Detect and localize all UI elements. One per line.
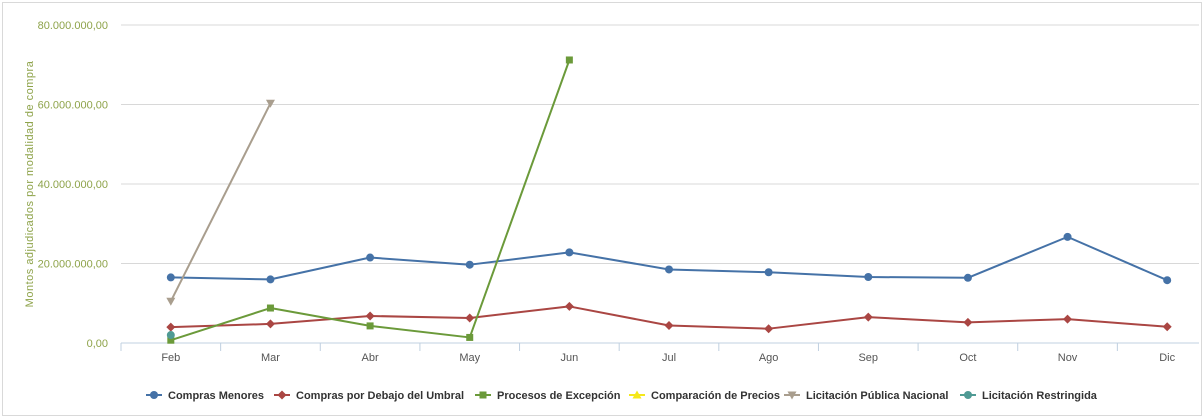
data-point[interactable] — [963, 317, 973, 327]
data-point[interactable] — [864, 273, 873, 282]
x-axis-tick-labels: Feb Mar Abr May Jun Jul Ago Sep Oct Nov Dic — [161, 352, 1175, 364]
legend-item[interactable]: Procesos de Excepción — [475, 390, 621, 402]
data-point[interactable] — [565, 56, 573, 64]
x-tick-label: May — [459, 352, 480, 364]
data-point[interactable] — [564, 301, 574, 311]
series-lines — [166, 56, 1172, 344]
data-point[interactable] — [266, 275, 275, 284]
data-point[interactable] — [166, 322, 176, 332]
legend-item[interactable]: Compras por Debajo del Umbral — [274, 390, 464, 402]
data-point[interactable] — [764, 324, 774, 334]
data-point[interactable] — [565, 248, 574, 257]
legend-marker[interactable] — [632, 390, 642, 399]
data-point[interactable] — [365, 311, 375, 321]
legend-label: Compras Menores — [168, 390, 264, 402]
data-point[interactable] — [764, 268, 773, 277]
data-point[interactable] — [166, 331, 175, 340]
x-tick-label: Ago — [759, 352, 779, 364]
x-tick-label: Jul — [662, 352, 676, 364]
legend-marker[interactable] — [787, 391, 797, 400]
data-point[interactable] — [366, 253, 375, 262]
y-tick-label: 60.000.000,00 — [38, 100, 108, 112]
legend-label: Compras por Debajo del Umbral — [296, 390, 464, 402]
data-point[interactable] — [465, 260, 474, 269]
legend-label: Licitación Pública Nacional — [806, 390, 948, 402]
data-point[interactable] — [166, 273, 175, 282]
legend-item[interactable]: Licitación Pública Nacional — [784, 390, 948, 402]
data-point[interactable] — [664, 321, 674, 331]
data-point[interactable] — [1063, 314, 1073, 324]
legend: Compras Menores Compras por Debajo del Um… — [146, 390, 1098, 402]
data-point[interactable] — [266, 304, 274, 312]
data-point[interactable] — [1162, 322, 1172, 332]
series-line — [170, 235, 1168, 282]
series-licitacion-publica-nacional — [166, 99, 275, 306]
data-point[interactable] — [465, 313, 475, 323]
series-compras-por-debajo-del-umbral — [166, 301, 1172, 334]
x-tick-label: Oct — [959, 352, 976, 364]
series-procesos-de-excepcion — [167, 56, 573, 344]
legend-label: Licitación Restringida — [982, 390, 1098, 402]
legend-item[interactable]: Compras Menores — [146, 390, 264, 402]
legend-item[interactable]: Licitación Restringida — [960, 390, 1098, 402]
x-tick-label: Mar — [261, 352, 280, 364]
data-point[interactable] — [167, 336, 175, 344]
x-tick-label: Nov — [1058, 352, 1078, 364]
series-licitacion-restringida — [166, 331, 175, 340]
series-line — [169, 102, 272, 302]
legend-marker[interactable] — [150, 391, 158, 399]
x-axis — [120, 342, 1199, 351]
y-axis-tick-labels: 0,00 20.000.000,00 40.000.000,00 60.000.000… — [38, 20, 108, 350]
legend-item[interactable]: Comparación de Precios — [629, 390, 780, 402]
legend-label: Comparación de Precios — [651, 390, 780, 402]
data-point[interactable] — [166, 297, 176, 306]
data-point[interactable] — [366, 322, 374, 330]
data-point[interactable] — [665, 265, 673, 274]
data-point[interactable] — [863, 312, 873, 322]
x-tick-label: Feb — [161, 352, 180, 364]
data-point[interactable] — [265, 319, 275, 329]
y-tick-label: 40.000.000,00 — [38, 179, 108, 191]
legend-marker[interactable] — [964, 391, 972, 399]
x-tick-label: Dic — [1159, 352, 1175, 364]
y-tick-label: 80.000.000,00 — [38, 20, 108, 32]
x-tick-label: Sep — [858, 352, 878, 364]
x-tick-label: Abr — [362, 352, 379, 364]
data-point[interactable] — [963, 273, 972, 282]
data-point[interactable] — [466, 333, 474, 341]
y-tick-label: 20.000.000,00 — [38, 259, 108, 271]
series-line — [170, 59, 571, 342]
y-axis-label: Montos adjudicados por modalidad de comp… — [24, 60, 36, 307]
y-tick-label: 0,00 — [87, 338, 108, 350]
legend-marker[interactable] — [277, 390, 287, 400]
legend-marker[interactable] — [479, 391, 487, 399]
data-point[interactable] — [1063, 232, 1072, 241]
series-compras-menores — [166, 232, 1172, 285]
data-point[interactable] — [265, 99, 275, 108]
gridlines — [121, 24, 1199, 344]
data-point[interactable] — [1163, 276, 1172, 285]
legend-label: Procesos de Excepción — [497, 390, 621, 402]
x-tick-label: Jun — [560, 352, 578, 364]
